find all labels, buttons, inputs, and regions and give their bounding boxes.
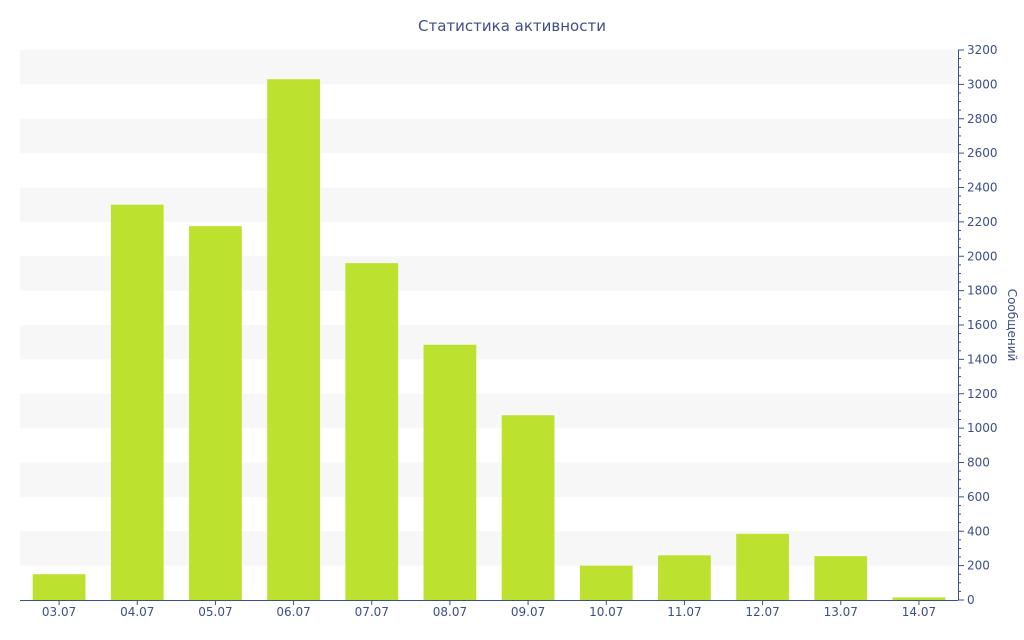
bar bbox=[32, 574, 86, 600]
bar bbox=[189, 226, 242, 600]
grid-band bbox=[20, 325, 958, 360]
bar bbox=[267, 79, 320, 600]
grid-bands bbox=[20, 50, 958, 566]
x-tick-label: 13.07 bbox=[824, 605, 858, 619]
x-tick-label: 07.07 bbox=[355, 605, 389, 619]
chart-title: Статистика активности bbox=[418, 17, 606, 35]
grid-band bbox=[20, 118, 958, 154]
y-tick-label: 1600 bbox=[967, 318, 998, 332]
y-tick-label: 3200 bbox=[967, 43, 998, 57]
grid-band bbox=[20, 187, 958, 222]
y-tick-label: 1000 bbox=[967, 421, 998, 435]
bar bbox=[423, 344, 477, 600]
bar bbox=[110, 204, 164, 600]
x-tick-label: 08.07 bbox=[433, 605, 467, 619]
bar bbox=[345, 263, 399, 600]
bar bbox=[814, 556, 868, 600]
y-axis-ticks: 0 200 400 600 800 1000 1200 1400 1600 1800 2000 220… bbox=[958, 43, 998, 607]
y-tick-label: 600 bbox=[967, 490, 990, 504]
y-tick-label: 0 bbox=[967, 593, 975, 607]
x-tick-label: 05.07 bbox=[198, 605, 232, 619]
grid-band bbox=[20, 393, 958, 429]
y-tick-label: 2400 bbox=[967, 181, 998, 195]
bar bbox=[736, 533, 789, 600]
x-tick-label: 06.07 bbox=[276, 605, 310, 619]
grid-band bbox=[20, 462, 958, 497]
y-tick-label: 1800 bbox=[967, 284, 998, 298]
y-tick-label: 2600 bbox=[967, 146, 998, 160]
bars bbox=[32, 79, 946, 600]
x-tick-label: 14.07 bbox=[902, 605, 936, 619]
x-axis-ticks: 03.07 04.07 05.07 06.07 07.07 08.07 09.07 10.07… bbox=[42, 600, 936, 619]
y-tick-label: 2200 bbox=[967, 215, 998, 229]
x-tick-label: 12.07 bbox=[745, 605, 779, 619]
bar bbox=[892, 597, 946, 600]
bar bbox=[579, 565, 633, 600]
y-tick-label: 1200 bbox=[967, 387, 998, 401]
y-tick-label: 800 bbox=[967, 456, 990, 470]
x-tick-label: 03.07 bbox=[42, 605, 76, 619]
y-axis-label: Сообщений bbox=[1005, 289, 1019, 362]
y-tick-label: 1400 bbox=[967, 352, 998, 366]
bar bbox=[658, 555, 711, 600]
y-tick-label: 2000 bbox=[967, 249, 998, 263]
y-tick-label: 400 bbox=[967, 524, 990, 538]
x-tick-label: 11.07 bbox=[667, 605, 701, 619]
x-tick-label: 04.07 bbox=[120, 605, 154, 619]
grid-band bbox=[20, 531, 958, 566]
bar bbox=[501, 415, 555, 600]
grid-band bbox=[20, 256, 958, 291]
y-tick-label: 2800 bbox=[967, 112, 998, 126]
grid-band bbox=[20, 50, 958, 85]
x-tick-label: 10.07 bbox=[589, 605, 623, 619]
y-tick-label: 200 bbox=[967, 559, 990, 573]
y-tick-label: 3000 bbox=[967, 77, 998, 91]
x-tick-label: 09.07 bbox=[511, 605, 545, 619]
